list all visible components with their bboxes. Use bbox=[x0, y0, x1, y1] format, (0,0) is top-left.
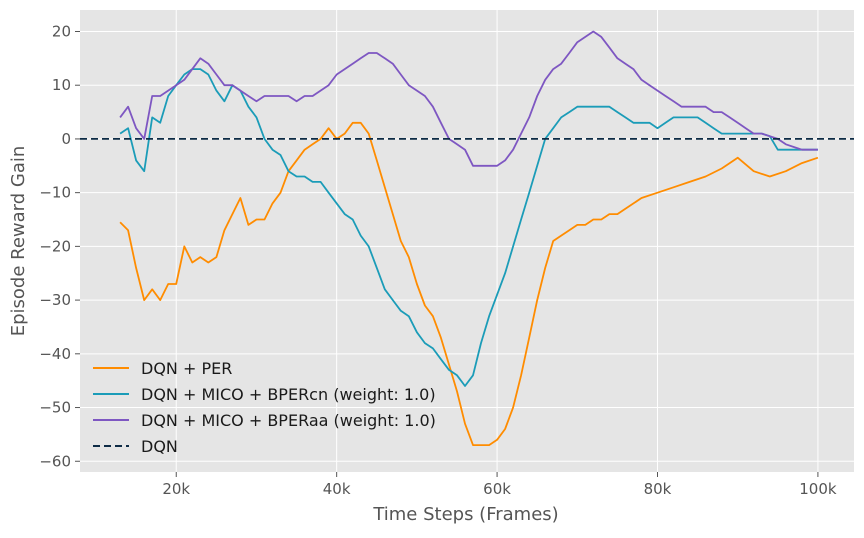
y-tick-label: −40 bbox=[39, 345, 71, 363]
y-tick-label: 20 bbox=[52, 22, 71, 40]
x-tick-label: 60k bbox=[483, 480, 511, 498]
y-tick-label: 10 bbox=[52, 76, 71, 94]
y-tick-label: −20 bbox=[39, 237, 71, 255]
x-axis-ticks: 20k 40k 60k 80k 100k bbox=[162, 472, 837, 498]
legend-label: DQN bbox=[141, 437, 178, 456]
y-tick-label: −50 bbox=[39, 399, 71, 417]
x-tick-label: 40k bbox=[323, 480, 351, 498]
series-line-0 bbox=[119, 121, 819, 447]
y-tick-label: −10 bbox=[39, 184, 71, 202]
legend-label: DQN + PER bbox=[141, 359, 232, 378]
y-tick-label: −30 bbox=[39, 291, 71, 309]
legend: DQN + PER DQN + MICO + BPERcn (weight: 1.… bbox=[93, 359, 436, 456]
legend-label: DQN + MICO + BPERaa (weight: 1.0) bbox=[141, 411, 436, 430]
y-axis-ticks: 20 10 0 −10 −20 −30 −40 −50 −60 bbox=[39, 22, 80, 470]
x-tick-label: 100k bbox=[799, 480, 837, 498]
x-tick-label: 80k bbox=[644, 480, 672, 498]
y-tick-label: −60 bbox=[39, 452, 71, 470]
series-layer bbox=[80, 30, 854, 447]
x-axis-label: Time Steps (Frames) bbox=[372, 504, 558, 525]
series-line-2 bbox=[119, 30, 818, 167]
y-axis-label: Episode Reward Gain bbox=[8, 146, 29, 337]
y-tick-label: 0 bbox=[61, 130, 71, 148]
grid bbox=[80, 10, 854, 472]
x-tick-label: 20k bbox=[162, 480, 190, 498]
legend-label: DQN + MICO + BPERcn (weight: 1.0) bbox=[141, 385, 436, 404]
plot-background bbox=[80, 10, 854, 472]
